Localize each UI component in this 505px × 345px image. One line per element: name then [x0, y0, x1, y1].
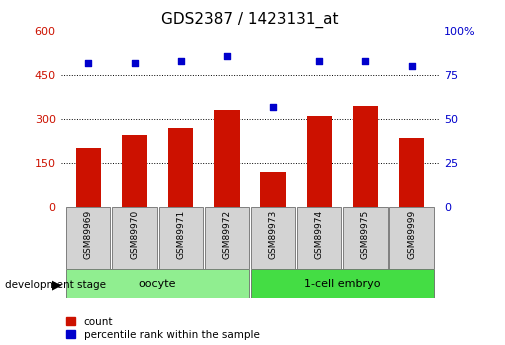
Text: oocyte: oocyte	[139, 279, 176, 289]
Bar	[76, 148, 101, 207]
Bar	[251, 207, 295, 269]
Bar	[112, 207, 157, 269]
Bar	[168, 128, 193, 207]
Text: GSM89973: GSM89973	[269, 210, 278, 259]
Point	[315, 58, 323, 64]
Point	[84, 60, 92, 66]
Bar	[251, 269, 434, 298]
Bar	[261, 172, 286, 207]
Text: development stage: development stage	[5, 280, 106, 289]
Bar	[159, 207, 203, 269]
Bar	[66, 269, 249, 298]
Title: GDS2387 / 1423131_at: GDS2387 / 1423131_at	[161, 12, 339, 28]
Text: GSM89970: GSM89970	[130, 210, 139, 259]
Point	[269, 104, 277, 109]
Text: GSM89971: GSM89971	[176, 210, 185, 259]
Bar	[205, 207, 249, 269]
Point	[408, 63, 416, 69]
Bar	[343, 207, 388, 269]
Text: GSM89975: GSM89975	[361, 210, 370, 259]
Bar	[66, 207, 111, 269]
Text: ▶: ▶	[52, 278, 62, 291]
Legend: count, percentile rank within the sample: count, percentile rank within the sample	[66, 317, 260, 340]
Bar	[214, 110, 239, 207]
Text: GSM89969: GSM89969	[84, 210, 93, 259]
Text: GSM89972: GSM89972	[222, 210, 231, 259]
Text: 1-cell embryo: 1-cell embryo	[304, 279, 381, 289]
Bar	[297, 207, 341, 269]
Text: GSM89974: GSM89974	[315, 210, 324, 259]
Text: GSM89999: GSM89999	[407, 210, 416, 259]
Point	[223, 53, 231, 58]
Bar	[399, 138, 424, 207]
Bar	[307, 116, 332, 207]
Point	[130, 60, 138, 66]
Bar	[122, 135, 147, 207]
Point	[177, 58, 185, 64]
Bar	[389, 207, 434, 269]
Bar	[353, 106, 378, 207]
Point	[362, 58, 370, 64]
